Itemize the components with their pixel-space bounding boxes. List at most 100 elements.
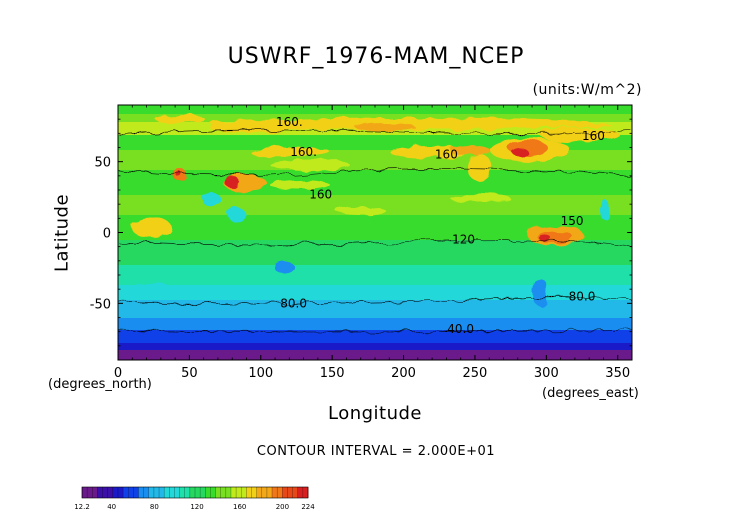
field-patch (155, 115, 205, 123)
colorbar-cell (282, 487, 288, 498)
field-band (118, 343, 632, 350)
colorbar-cell (230, 487, 237, 498)
colorbar-cell (184, 487, 191, 498)
field-band (118, 285, 632, 300)
x-tick-label: 350 (605, 366, 630, 381)
field-band (118, 114, 632, 122)
colorbar-cell (215, 487, 222, 498)
field-patch (270, 160, 350, 170)
field-patch (355, 123, 415, 131)
contour-label: 150 (561, 214, 584, 228)
contour-line (118, 297, 632, 304)
colorbar-cell (92, 487, 98, 498)
field-band (118, 105, 632, 114)
field-patch (177, 172, 183, 178)
field-patch (210, 118, 610, 130)
contour-label: 160 (582, 129, 605, 143)
x-tick-label: 150 (320, 366, 345, 381)
x-unit-label: (degrees_east) (542, 386, 639, 401)
colorbar-cell (256, 487, 263, 498)
colorbar-tick-label: 80 (150, 503, 159, 511)
contour-label: 40.0 (447, 322, 474, 336)
colorbar-cell (128, 487, 134, 498)
colorbar-cell (272, 487, 278, 498)
colorbar-cell (266, 487, 273, 498)
colorbar-cell (287, 487, 293, 498)
field-patch (450, 194, 510, 202)
contour-label: 160. (276, 115, 303, 129)
x-tick-label: 250 (463, 366, 488, 381)
field-patch (539, 235, 551, 241)
contour-label: 160 (309, 187, 332, 201)
x-axis-label: Longitude (327, 403, 423, 424)
colorbar-cell (87, 487, 93, 498)
colorbar-cell (112, 487, 119, 498)
contour-label: 80.0 (569, 289, 596, 303)
field-layer (118, 105, 632, 360)
field-patch (532, 278, 548, 306)
y-tick-label: -50 (90, 297, 111, 312)
colorbar-cell (133, 487, 139, 498)
x-tick-label: 100 (248, 366, 273, 381)
contour-label-layer: 160. 160. 160 160 160 150 120 80.0 80.0 40.0 (276, 115, 605, 336)
colorbar-cell (277, 487, 283, 498)
colorbar-cell (251, 487, 258, 498)
contour-line (118, 239, 632, 247)
field-patch (512, 148, 528, 156)
colorbar-tick-label: 12.2 (74, 503, 90, 511)
colorbar-cell (179, 487, 186, 498)
contour-line (118, 329, 632, 333)
colorbar-cell (189, 487, 196, 498)
colorbar-cell (297, 487, 304, 498)
colorbar-frame (81, 486, 309, 499)
colorbar-cell (261, 487, 268, 498)
colorbar-cell (292, 487, 299, 498)
colorbar-cell (82, 487, 88, 498)
field-patch (120, 284, 180, 296)
colorbar-cell (153, 487, 160, 498)
colorbar-cell (97, 487, 103, 498)
field-patch (468, 154, 492, 182)
colorbar-cell (164, 487, 170, 498)
field-patch (335, 205, 385, 215)
colorbar-cell (174, 487, 180, 498)
field-patch (600, 200, 610, 220)
field-patch (132, 218, 172, 238)
field-patch (450, 145, 490, 155)
contour-label: 160. (290, 145, 317, 159)
field-patch (390, 146, 470, 158)
x-tick-label: 300 (534, 366, 559, 381)
colorbar-cell (225, 487, 232, 498)
colorbar-tick-label: 224 (301, 503, 315, 511)
colorbar-cell (195, 487, 201, 498)
colorbar-cell (107, 487, 114, 498)
colorbar-tick-label: 40 (107, 503, 116, 511)
field-band (118, 330, 632, 343)
field-band (118, 265, 632, 285)
colorbar-cell (241, 487, 247, 498)
colorbar-cell (302, 487, 309, 498)
colorbar-cell (138, 487, 145, 498)
colorbar-cell (159, 487, 165, 498)
contour-line (118, 168, 632, 177)
field-band (118, 350, 632, 360)
colorbar-tick-label: 120 (190, 503, 203, 511)
x-tick-label: 0 (114, 366, 122, 381)
colorbar-cell (220, 487, 227, 498)
contour-label: 160 (435, 148, 458, 162)
colorbar-cell (205, 487, 211, 498)
colorbar-cell (236, 487, 242, 498)
colorbar-cell (102, 487, 109, 498)
colorbar: 12.2 40 80 120 160 200 224 (74, 486, 315, 511)
colorbar-cell (200, 487, 206, 498)
colorbar-cell (117, 487, 124, 498)
contour-line (118, 130, 632, 135)
x-tick-label: 50 (181, 366, 198, 381)
field-band (118, 170, 632, 195)
chart-title: USWRF_1976-MAM_NCEP (227, 44, 525, 69)
field-band (118, 300, 632, 318)
contour-label: 80.0 (280, 296, 307, 310)
tick-layer: 0 50 100 150 200 250 300 350 -50 0 50 (90, 105, 632, 381)
contour-label: 120 (452, 233, 475, 247)
